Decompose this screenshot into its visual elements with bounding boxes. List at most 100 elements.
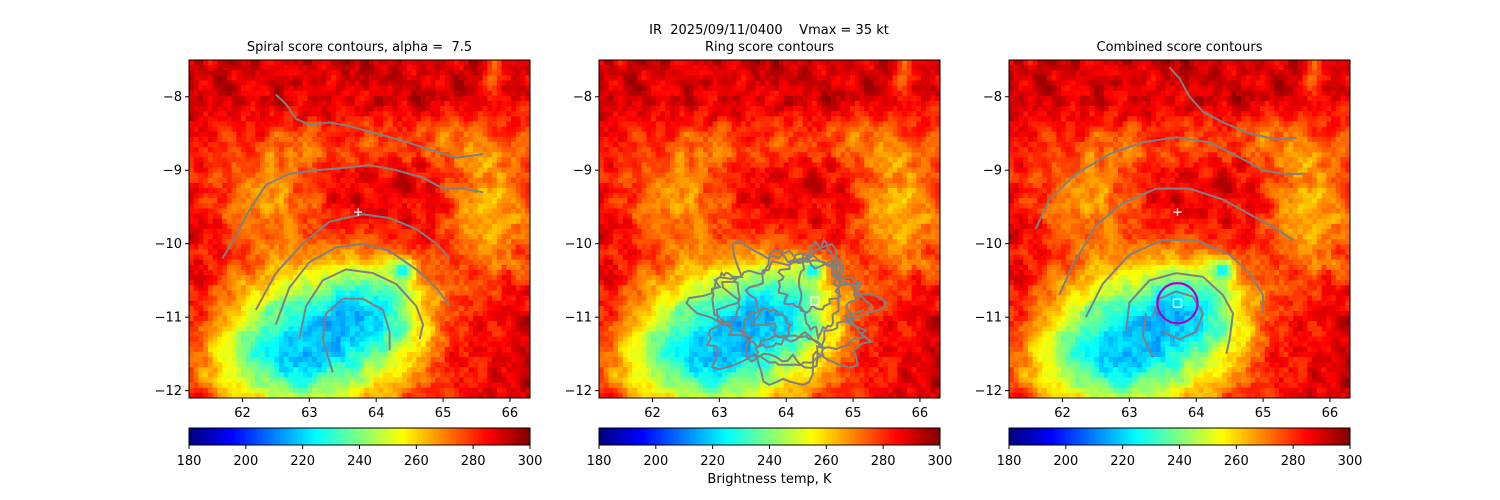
heatmap-cell (364, 259, 370, 266)
heatmap-cell (463, 254, 470, 261)
heatmap-cell (255, 392, 261, 398)
heatmap-cell (359, 111, 365, 117)
heatmap-cell (312, 75, 318, 82)
heatmap-cell (288, 295, 294, 302)
heatmap-cell (515, 172, 522, 179)
heatmap-cell (245, 254, 252, 261)
heatmap-cell (373, 290, 380, 297)
heatmap-cell (269, 310, 275, 317)
heatmap-cell (902, 60, 908, 66)
heatmap-cell (402, 387, 408, 394)
heatmap-cell (359, 65, 365, 71)
heatmap-cell (269, 295, 275, 302)
heatmap-cell (378, 141, 384, 148)
heatmap-cell (496, 367, 503, 373)
heatmap-cell (231, 75, 237, 82)
heatmap-cell (245, 229, 252, 235)
heatmap-cell (425, 290, 432, 297)
heatmap-cell (217, 157, 223, 164)
heatmap-cell (222, 85, 228, 92)
heatmap-cell (264, 264, 271, 271)
heatmap-cell (883, 60, 889, 66)
heatmap-cell (217, 316, 223, 322)
heatmap-cell (288, 70, 294, 76)
heatmap-cell (269, 177, 275, 184)
heatmap-cell (458, 182, 465, 189)
heatmap-cell (288, 162, 294, 169)
heatmap-cell (444, 131, 451, 138)
heatmap-cell (302, 141, 309, 148)
heatmap-cell (421, 290, 427, 297)
heatmap-cell (387, 75, 394, 82)
heatmap-cell (274, 387, 280, 394)
heatmap-cell (226, 341, 233, 348)
heatmap-cell (416, 141, 422, 148)
heatmap-cell (703, 60, 709, 66)
heatmap-cell (449, 167, 455, 174)
heatmap-cell (212, 269, 219, 276)
colorbar-segment (348, 428, 352, 445)
heatmap-cell (335, 141, 342, 148)
heatmap-cell (492, 213, 498, 220)
heatmap-cell (383, 336, 389, 343)
heatmap-cell (312, 229, 318, 235)
heatmap-cell (340, 182, 346, 189)
heatmap-cell (283, 310, 290, 317)
heatmap-cell (288, 213, 294, 220)
heatmap-cell (520, 167, 526, 174)
heatmap-cell (283, 198, 290, 204)
heatmap-cell (383, 80, 389, 87)
heatmap-cell (473, 182, 479, 189)
colorbar-segment (524, 428, 528, 445)
heatmap-cell (217, 116, 223, 123)
heatmap-cell (520, 213, 526, 220)
heatmap-cell (340, 95, 346, 102)
heatmap-cell (387, 326, 394, 333)
heatmap-cell (359, 362, 365, 368)
heatmap-cell (231, 167, 237, 174)
heatmap-cell (421, 100, 427, 107)
heatmap-cell (463, 275, 470, 281)
heatmap-cell (354, 305, 361, 312)
heatmap-cell (506, 198, 512, 204)
heatmap-cell (255, 121, 261, 128)
heatmap-cell (506, 357, 512, 363)
heatmap-cell (425, 218, 432, 225)
heatmap-cell (454, 357, 460, 363)
heatmap-cell (397, 367, 403, 373)
heatmap-cell (515, 70, 522, 76)
heatmap-cell (255, 131, 261, 138)
heatmap-cell (406, 100, 413, 107)
heatmap-cell (397, 208, 403, 215)
heatmap-cell (506, 147, 512, 153)
heatmap-cell (335, 198, 342, 204)
heatmap-cell (269, 382, 275, 389)
heatmap-cell (416, 121, 422, 128)
heatmap-cell (278, 290, 285, 297)
heatmap-cell (430, 305, 436, 312)
heatmap-cell (454, 346, 460, 353)
heatmap-cell (241, 387, 247, 394)
heatmap-cell (430, 316, 436, 322)
heatmap-cell (440, 121, 446, 128)
heatmap-cell (496, 249, 503, 256)
heatmap-cell (269, 208, 275, 215)
heatmap-cell (312, 362, 318, 368)
heatmap-cell (354, 106, 361, 112)
heatmap-cell (482, 172, 488, 179)
heatmap-cell (392, 229, 398, 235)
heatmap-cell (368, 65, 375, 71)
heatmap-cell (236, 234, 242, 240)
heatmap-cell (440, 269, 446, 276)
heatmap-cell (345, 316, 351, 322)
heatmap-cell (477, 285, 484, 292)
heatmap-cell (454, 116, 460, 123)
heatmap-cell (274, 182, 280, 189)
heatmap-cell (368, 229, 375, 235)
heatmap-cell (501, 264, 507, 271)
heatmap-cell (345, 229, 351, 235)
heatmap-cell (397, 111, 403, 117)
heatmap-cell (203, 392, 209, 398)
heatmap-cell (387, 372, 394, 379)
heatmap-cell (892, 60, 898, 66)
